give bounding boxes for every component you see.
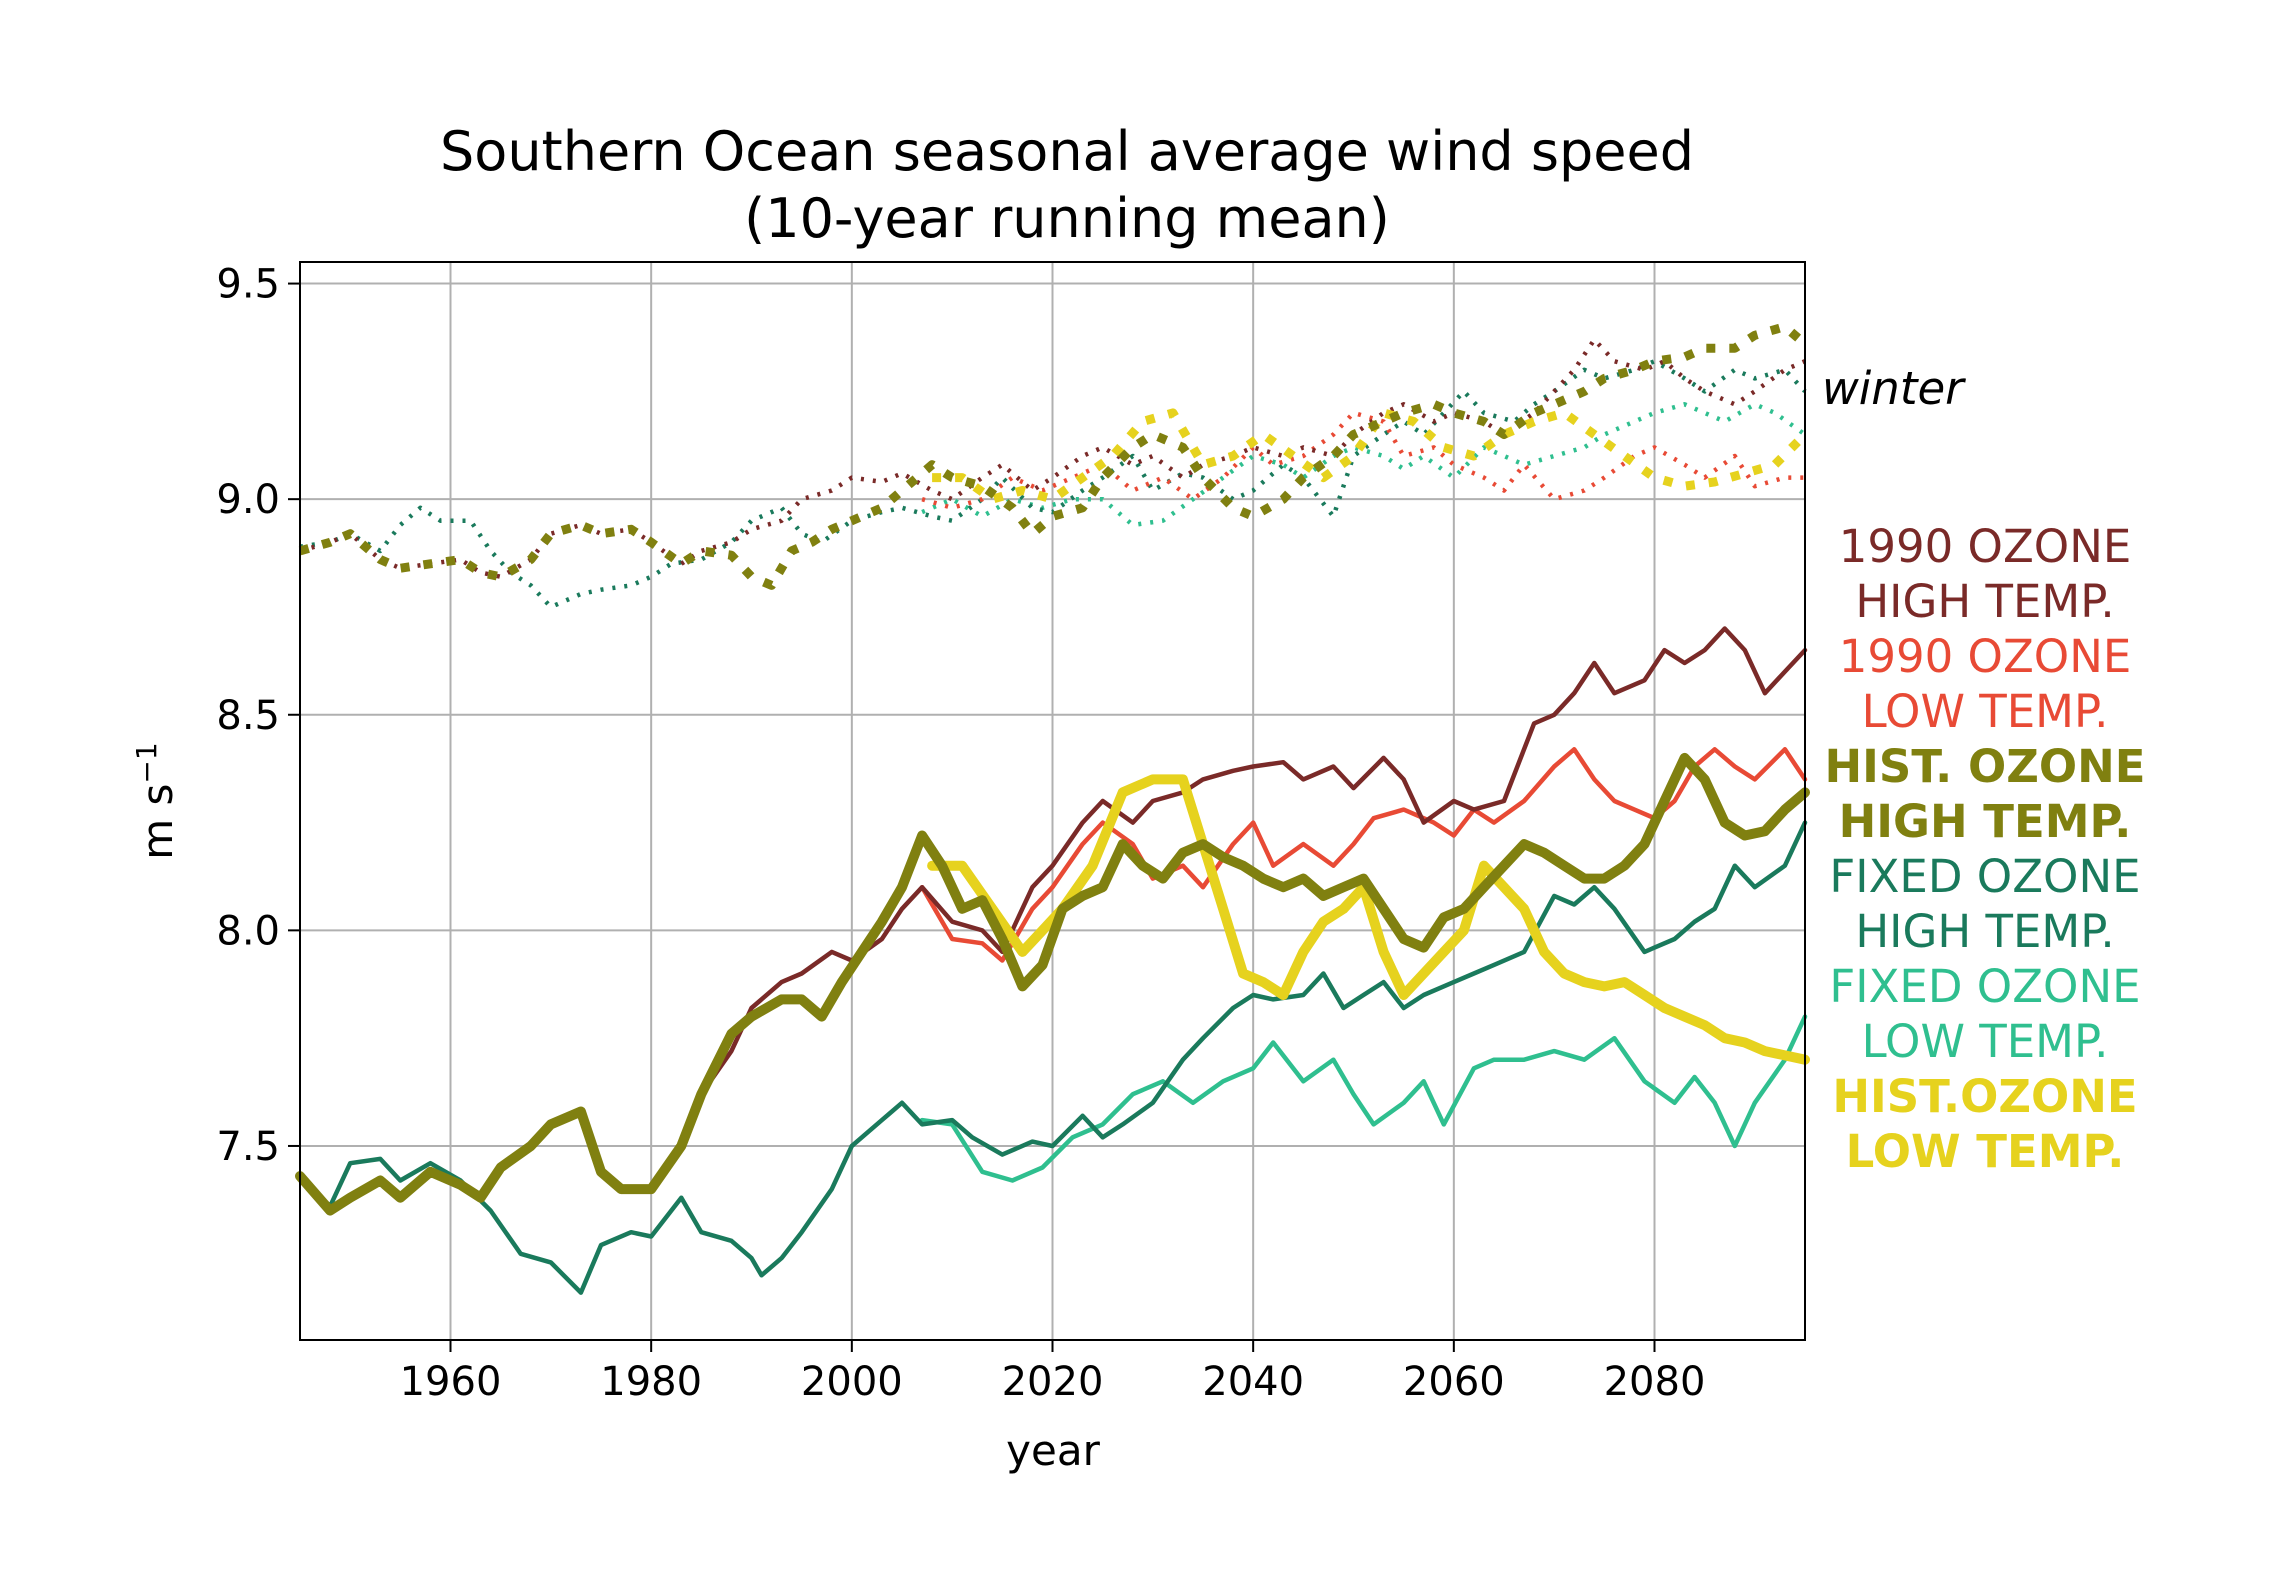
chart-title: Southern Ocean seasonal average wind spe… [440, 120, 1694, 183]
series-label-line1: HIST. OZONE [1825, 740, 2146, 793]
x-tick-label: 2060 [1403, 1359, 1505, 1405]
series-label-line2: LOW TEMP. [1862, 1015, 2109, 1068]
series-line-hist_low [927, 774, 1810, 1065]
series-lines [295, 322, 1810, 1295]
x-tick-label: 1980 [600, 1359, 702, 1405]
series-label-line1: 1990 OZONE [1839, 520, 2132, 573]
series-line-fixed_high [297, 820, 1808, 1295]
axis-ticks: 1960 1980 2000 2020 2040 2060 2080 7.5 8.0 8.5 9.0… [216, 262, 1705, 1405]
series-line-winter_1990_low [921, 410, 1805, 511]
grid-lines [300, 262, 1805, 1340]
series-line-winter_fixed_low [921, 402, 1807, 528]
series-line-hist_high [295, 752, 1810, 1216]
y-tick-label: 9.5 [216, 262, 280, 308]
series-line-winter_fixed_high [299, 358, 1807, 610]
y-tick-label: 8.5 [216, 693, 280, 739]
x-axis-label: year [1006, 1426, 1100, 1475]
y-axis-label-exponent: −1 [130, 742, 163, 783]
season-label-winter: winter [1822, 362, 1966, 415]
series-line-ozone1990_low [919, 747, 1808, 963]
series-line-winter_1990_high [299, 337, 1806, 580]
series-label-line1: HIST.OZONE [1832, 1070, 2137, 1123]
y-tick-label: 8.0 [216, 908, 280, 954]
series-line-fixed_low [919, 1014, 1808, 1183]
x-tick-label: 2040 [1202, 1359, 1304, 1405]
x-tick-label: 1960 [400, 1359, 502, 1405]
y-axis-label: m s−1 [130, 742, 183, 859]
series-label-line2: LOW TEMP. [1846, 1125, 2125, 1178]
series-label-line2: LOW TEMP. [1862, 685, 2109, 738]
series-label-line1: 1990 OZONE [1839, 630, 2132, 683]
y-axis-label-unit: m s [133, 784, 182, 860]
y-tick-label: 9.0 [216, 477, 280, 523]
series-label-line2: HIGH TEMP. [1855, 575, 2114, 628]
x-tick-label: 2020 [1002, 1359, 1104, 1405]
series-label-line1: FIXED OZONE [1829, 960, 2140, 1013]
chart-subtitle: (10-year running mean) [744, 187, 1390, 250]
series-line-winter_hist_high [298, 322, 1808, 590]
series-label-line2: HIGH TEMP. [1855, 905, 2114, 958]
x-tick-label: 2000 [801, 1359, 903, 1405]
x-tick-label: 2080 [1604, 1359, 1706, 1405]
series-label-line2: HIGH TEMP. [1839, 795, 2132, 848]
series-label-line1: FIXED OZONE [1829, 850, 2140, 903]
y-tick-label: 7.5 [216, 1124, 280, 1170]
series-line-winter_hist_low [932, 408, 1809, 504]
